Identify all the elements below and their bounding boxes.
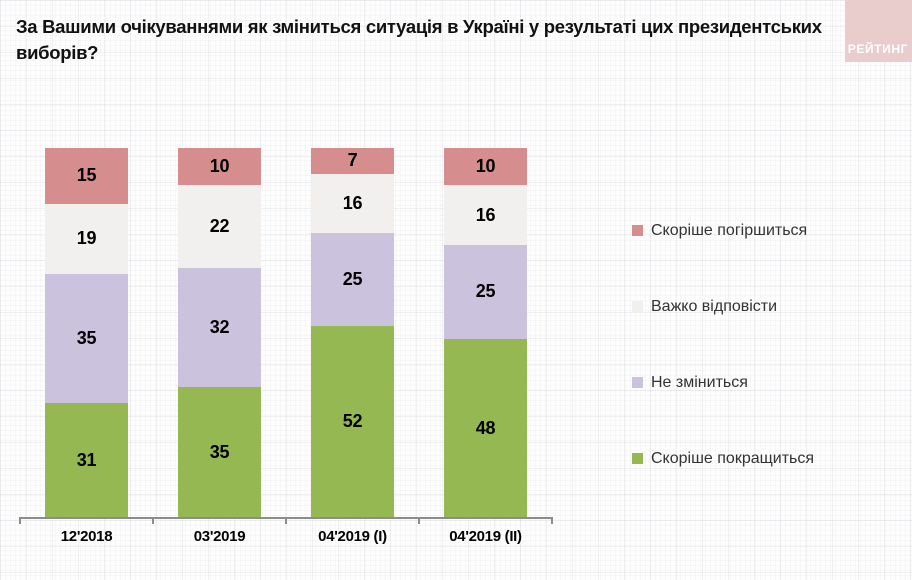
bar-segment: 19 bbox=[45, 203, 128, 274]
legend-swatch bbox=[632, 453, 643, 464]
segment-value-label: 10 bbox=[209, 156, 230, 177]
legend-swatch bbox=[632, 301, 643, 312]
segment-value-label: 10 bbox=[475, 156, 496, 177]
bar-segment: 15 bbox=[45, 148, 128, 204]
bar-segment: 52 bbox=[311, 325, 394, 518]
category-label: 04'2019 (I) bbox=[318, 528, 387, 545]
category-label: 04'2019 (II) bbox=[449, 528, 522, 545]
bar-segment: 7 bbox=[311, 148, 394, 174]
legend-item: Скоріше погіршиться bbox=[632, 221, 814, 240]
legend-item: Скоріше покращиться bbox=[632, 449, 814, 468]
bar-segment: 48 bbox=[444, 338, 527, 518]
stacked-bar: 10 16 25 48 bbox=[444, 148, 527, 518]
axis-tick bbox=[285, 517, 287, 524]
segment-value-label: 31 bbox=[76, 450, 97, 471]
rating-group-logo: РЕЙТИНГ bbox=[845, 0, 912, 62]
chart-title: За Вашими очікуваннями як зміниться ситу… bbox=[16, 16, 822, 63]
rating-logo-text: РЕЙТИНГ bbox=[847, 42, 908, 56]
legend-item: Важко відповісти bbox=[632, 297, 814, 316]
stacked-bar: 10 22 32 35 bbox=[178, 148, 261, 518]
segment-value-label: 25 bbox=[342, 268, 363, 289]
legend-swatch bbox=[632, 377, 643, 388]
segment-value-label: 52 bbox=[342, 411, 363, 432]
legend-label: Важко відповісти bbox=[651, 297, 778, 315]
axis-tick bbox=[551, 517, 553, 524]
segment-value-label: 15 bbox=[76, 165, 97, 186]
category-label: 03'2019 bbox=[193, 528, 246, 545]
bar-segment: 16 bbox=[311, 173, 394, 234]
bar-segment: 10 bbox=[178, 148, 261, 186]
segment-value-label: 19 bbox=[76, 228, 97, 249]
legend-label: Скоріше покращиться bbox=[651, 449, 815, 467]
segment-value-label: 48 bbox=[475, 417, 496, 438]
legend-swatch bbox=[632, 225, 643, 236]
legend-item: Не зміниться bbox=[632, 373, 814, 392]
segment-value-label: 32 bbox=[209, 316, 230, 337]
bar-segment: 25 bbox=[444, 245, 527, 339]
segment-value-label: 16 bbox=[342, 192, 363, 213]
bar-segment: 10 bbox=[444, 148, 527, 186]
bar-segment: 25 bbox=[311, 233, 394, 326]
axis-tick bbox=[152, 517, 154, 524]
category-label: 12'2018 bbox=[60, 528, 113, 545]
bar-segment: 32 bbox=[178, 267, 261, 388]
bar-segment: 22 bbox=[178, 185, 261, 268]
segment-value-label: 35 bbox=[76, 328, 97, 349]
legend-label: Скоріше погіршиться bbox=[651, 221, 808, 239]
segment-value-label: 35 bbox=[209, 442, 230, 463]
segment-value-label: 16 bbox=[475, 204, 496, 225]
bar-segment: 35 bbox=[178, 387, 261, 518]
stacked-bar: 15 19 35 31 bbox=[45, 148, 128, 518]
segment-value-label: 22 bbox=[209, 215, 230, 236]
segment-value-label: 25 bbox=[475, 281, 496, 302]
legend: Скоріше погіршиться Важко відповісти Не зм… bbox=[632, 221, 814, 468]
stacked-bar: 7 16 25 52 bbox=[311, 148, 394, 518]
segment-value-label: 7 bbox=[347, 150, 358, 171]
axis-tick bbox=[418, 517, 420, 524]
legend-label: Не зміниться bbox=[651, 373, 748, 391]
bar-segment: 35 bbox=[45, 273, 128, 404]
bar-segment: 31 bbox=[45, 403, 128, 518]
bar-segment: 16 bbox=[444, 185, 527, 246]
axis-tick bbox=[19, 517, 21, 524]
